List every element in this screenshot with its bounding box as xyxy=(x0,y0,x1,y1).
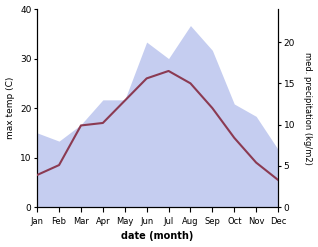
Y-axis label: med. precipitation (kg/m2): med. precipitation (kg/m2) xyxy=(303,52,313,165)
X-axis label: date (month): date (month) xyxy=(121,231,194,242)
Y-axis label: max temp (C): max temp (C) xyxy=(5,77,15,139)
